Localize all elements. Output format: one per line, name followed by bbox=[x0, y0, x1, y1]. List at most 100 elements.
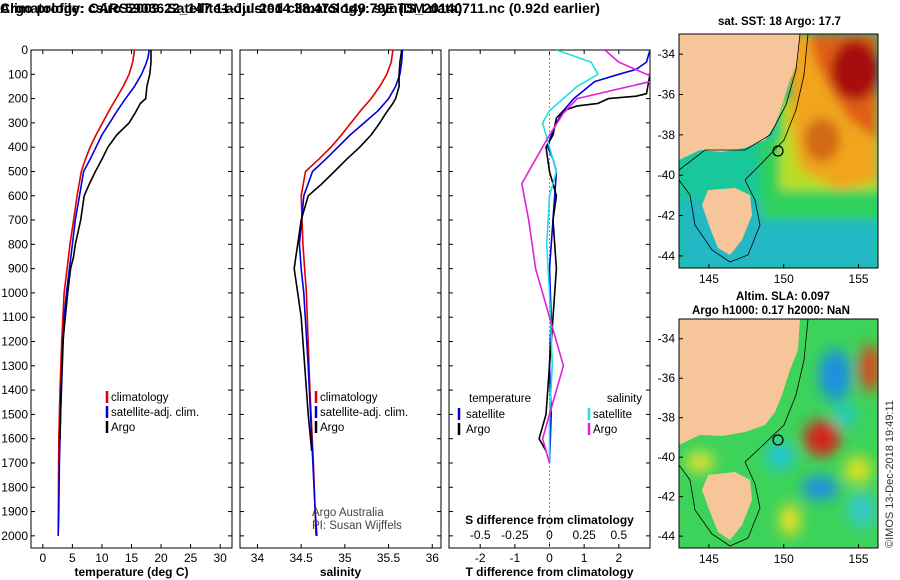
legend-label: satellite-adj. clim. bbox=[320, 407, 408, 419]
y-tick-label: 600 bbox=[8, 189, 28, 203]
y-tick-label: 1800 bbox=[1, 480, 28, 494]
y-tick-label: 2000 bbox=[1, 529, 28, 543]
map-y-tick-label: -36 bbox=[658, 371, 676, 385]
map-y-tick-label: -42 bbox=[658, 209, 676, 223]
difference-profile: -2 -1 0 1 2T difference from climatology temp… bbox=[448, 49, 651, 579]
sst-map bbox=[678, 33, 879, 269]
sla-low-5 bbox=[848, 492, 876, 528]
y-tick-label: 400 bbox=[8, 140, 28, 154]
sla-map-frame bbox=[678, 318, 879, 549]
x2-tick-label: 0 bbox=[546, 528, 553, 542]
temperature-profile: 0100200300400500600700800900100011001200… bbox=[1, 43, 233, 579]
temperature-profile-xlabel: temperature (deg C) bbox=[74, 565, 188, 579]
sla-low-1 bbox=[819, 349, 851, 401]
series-line-argo bbox=[59, 50, 152, 439]
y-tick-label: 1400 bbox=[1, 383, 28, 397]
x-tick-label: 35 bbox=[338, 551, 352, 565]
legend-title-salinity: salinity bbox=[607, 393, 642, 405]
sst-mainland bbox=[679, 34, 800, 160]
map-x-tick-label: 150 bbox=[774, 552, 794, 566]
map-x-tick-label: 155 bbox=[849, 552, 869, 566]
sla-high-2 bbox=[804, 420, 840, 456]
sst-eddy-secondary bbox=[804, 118, 840, 162]
x-tick-label: 10 bbox=[95, 551, 109, 565]
x-tick-label: 0 bbox=[546, 551, 553, 565]
credit-annotation: Argo Australia bbox=[312, 507, 384, 519]
map-x-tick-label: 145 bbox=[699, 552, 719, 566]
sla-mainland bbox=[679, 319, 800, 445]
figure-title-line1: Argo profile: csiro 5903622_147 11-Jul-2… bbox=[0, 0, 463, 16]
sla-low-2 bbox=[766, 442, 794, 470]
x2-tick-label: -0.25 bbox=[501, 528, 529, 542]
legend-label: climatology bbox=[320, 392, 378, 404]
series-line-climatology bbox=[57, 50, 136, 536]
series-line-t-argo bbox=[538, 74, 650, 452]
series-line-s-satellite bbox=[541, 50, 599, 463]
salinity-profile-frame bbox=[239, 49, 442, 549]
y-tick-label: 700 bbox=[8, 213, 28, 227]
sst-map-title: sat. SST: 18 Argo: 17.7 bbox=[718, 16, 841, 28]
series-line-argo bbox=[293, 50, 403, 451]
sst-argo-location-marker bbox=[772, 145, 784, 157]
map-y-tick-label: -38 bbox=[658, 128, 676, 142]
map-y-tick-label: -40 bbox=[658, 168, 676, 182]
x2-tick-label: 0.25 bbox=[572, 528, 596, 542]
x-tick-label: 34 bbox=[251, 551, 265, 565]
figure-title-line2: Climatology: CARS2009. Satellite-adjuste… bbox=[0, 0, 600, 16]
sla-map bbox=[678, 318, 879, 549]
x-tick-label: -2 bbox=[475, 551, 486, 565]
y-tick-label: 1200 bbox=[1, 335, 28, 349]
salinity-profile-xlabel: salinity bbox=[320, 565, 362, 579]
map-y-tick-label: -42 bbox=[658, 490, 676, 504]
legend-label: Argo bbox=[111, 422, 135, 434]
sla-low-3 bbox=[802, 476, 838, 500]
series-line-s-argo bbox=[520, 50, 650, 464]
difference-profile-series bbox=[520, 50, 650, 464]
x2-tick-label: 0.5 bbox=[610, 528, 627, 542]
y-tick-label: 0 bbox=[21, 43, 28, 57]
map-y-tick-label: -40 bbox=[658, 450, 676, 464]
y-tick-label: 900 bbox=[8, 262, 28, 276]
salinity-profile: 34 34.5 35 35.5 36 salinity climatology satelli… bbox=[239, 49, 442, 579]
legend-label: satellite-adj. clim. bbox=[111, 407, 199, 419]
y-tick-label: 1900 bbox=[1, 505, 28, 519]
x-tick-label: 2 bbox=[615, 551, 622, 565]
sla-map-subtitle: Argo h1000: 0.17 h2000: NaN bbox=[692, 305, 850, 317]
legend-label: climatology bbox=[111, 392, 169, 404]
sla-mid-3 bbox=[780, 504, 800, 536]
y-tick-label: 1100 bbox=[2, 310, 28, 324]
map-y-tick-label: -38 bbox=[658, 411, 676, 425]
map-y-tick-label: -36 bbox=[658, 88, 676, 102]
y-tick-label: 1500 bbox=[1, 407, 28, 421]
y-tick-label: 1000 bbox=[1, 286, 28, 300]
map-y-tick-label: -34 bbox=[658, 47, 676, 61]
y-tick-label: 1300 bbox=[1, 359, 28, 373]
sst-shelf-contour bbox=[679, 34, 809, 263]
difference-profile-xlabel: T difference from climatology bbox=[465, 565, 633, 579]
series-line-climatology bbox=[300, 50, 394, 536]
map-y-tick-label: -44 bbox=[658, 249, 676, 263]
sla-low-4 bbox=[833, 403, 857, 427]
legend-label: satellite bbox=[593, 409, 632, 421]
sla-shelf-contour bbox=[679, 319, 809, 547]
legend-title-temperature: temperature bbox=[469, 393, 531, 405]
sla-high-1 bbox=[860, 344, 878, 392]
sla-argo-location-marker bbox=[772, 434, 784, 446]
x-tick-label: 0 bbox=[39, 551, 46, 565]
credit-annotation: PI: Susan Wijffels bbox=[312, 520, 402, 532]
x-tick-label: 34.5 bbox=[289, 551, 313, 565]
y-tick-label: 800 bbox=[8, 237, 28, 251]
y-tick-label: 1600 bbox=[1, 432, 28, 446]
sst-eddy-core bbox=[831, 40, 878, 100]
y-tick-label: 500 bbox=[8, 164, 28, 178]
sla-mid-2 bbox=[686, 452, 714, 472]
x-tick-label: 25 bbox=[184, 551, 198, 565]
sst-tasmania bbox=[702, 188, 752, 255]
y-tick-label: 300 bbox=[8, 116, 28, 130]
difference-s-xlabel: S difference from climatology bbox=[465, 513, 634, 527]
y-tick-label: 100 bbox=[8, 67, 28, 81]
x-tick-label: 20 bbox=[154, 551, 168, 565]
sla-tasmania bbox=[702, 472, 752, 540]
sla-mid-1 bbox=[844, 456, 872, 484]
